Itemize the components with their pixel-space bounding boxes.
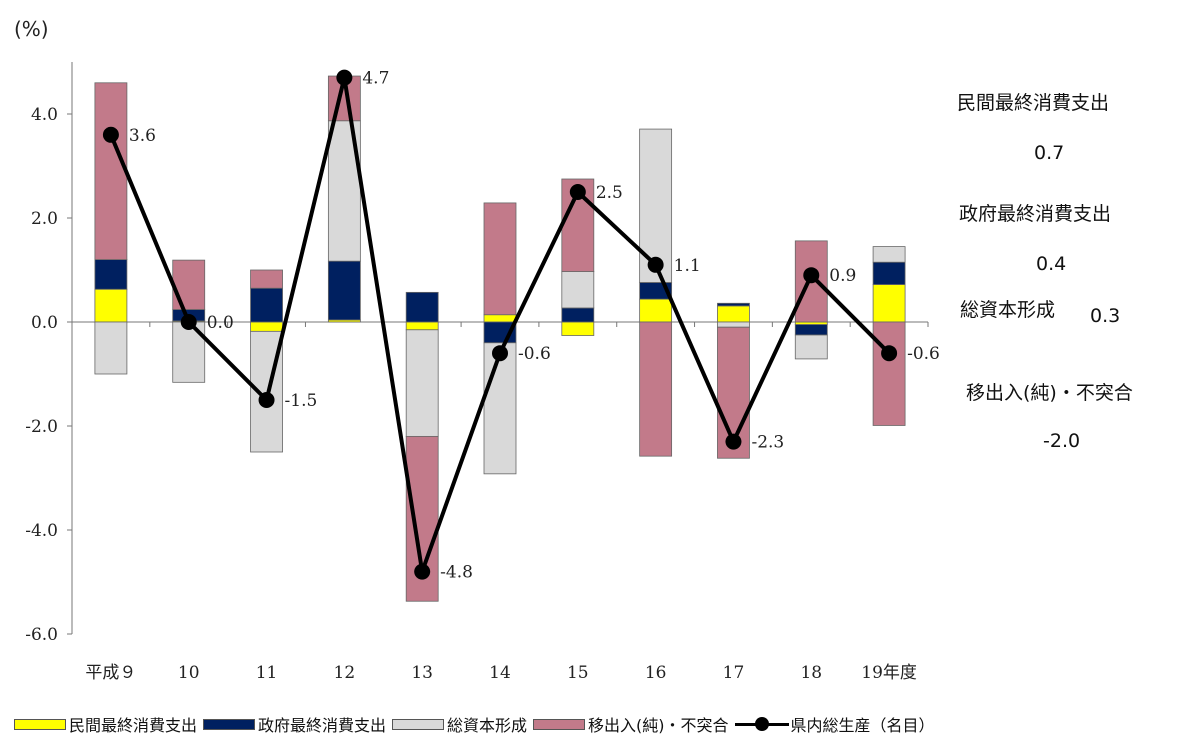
- annotation-title-private-consumption: 民間最終消費支出: [957, 92, 1110, 114]
- x-tick-label: 14: [489, 663, 511, 683]
- gdp-data-label: -0.6: [518, 344, 551, 364]
- bar-government-consumption: [405, 291, 439, 323]
- legend-swatch: [14, 718, 66, 730]
- y-tick-label: 2.0: [31, 209, 58, 229]
- legend-label: 移出入(純)・不突合: [588, 716, 729, 735]
- bar-private-consumption: [94, 288, 128, 323]
- bar-government-consumption: [717, 302, 750, 307]
- annotation-title-net-exports: 移出入(純)・不突合: [966, 382, 1133, 404]
- bar-net-exports: [250, 269, 283, 289]
- x-tick-label: 10: [178, 663, 200, 683]
- annotation-value-capital-formation: 0.3: [1090, 305, 1121, 327]
- gdp-point: [569, 184, 586, 200]
- gdp-data-label: 2.5: [596, 183, 623, 203]
- x-tick-label: 16: [645, 663, 667, 683]
- bar-net-exports: [94, 82, 128, 261]
- bar-net-exports: [172, 259, 206, 310]
- annotation-value-net-exports: -2.0: [1043, 430, 1081, 452]
- gdp-data-label: 4.7: [362, 69, 389, 89]
- legend-label: 民間最終消費支出: [69, 716, 198, 735]
- gdp-data-label: 1.1: [674, 256, 701, 276]
- gdp-data-label: -2.3: [751, 433, 784, 453]
- legend-item-net-exports: 移出入(純)・不突合: [533, 712, 729, 736]
- chart: (%) 4.0 2.0 0.0 -2.0 -4.0 -6.0 平成９ 10 11 12 13 14 15…: [14, 17, 940, 683]
- legend: 民間最終消費支出 政府最終消費支出 総資本形成 移出入(純)・不突合 県内総生産…: [14, 711, 941, 737]
- y-tick-label: -2.0: [25, 417, 58, 437]
- bar-net-exports: [483, 202, 517, 316]
- gdp-point: [258, 392, 275, 408]
- legend-label: 県内総生産（名目）: [790, 716, 935, 735]
- legend-swatch: [392, 718, 445, 730]
- bar-capital-formation: [794, 334, 828, 360]
- bar-net-exports: [872, 321, 906, 426]
- bar-government-consumption: [250, 287, 283, 323]
- y-tick-label: -6.0: [25, 625, 58, 645]
- annotation-title-capital-formation: 総資本形成: [960, 299, 1056, 321]
- bar-government-consumption: [327, 260, 361, 321]
- x-tick-label: 11: [256, 663, 278, 683]
- bars: [94, 75, 906, 602]
- unit-label: (%): [14, 17, 49, 41]
- legend-label: 総資本形成: [447, 716, 528, 735]
- bar-government-consumption: [794, 324, 828, 336]
- gdp-point: [102, 126, 119, 143]
- legend-item-private-consumption: 民間最終消費支出: [14, 712, 197, 736]
- legend-item-government-consumption: 政府最終消費支出: [203, 712, 386, 736]
- gdp-point: [803, 267, 820, 284]
- gdp-data-label: 3.6: [129, 126, 156, 146]
- y-tick-label: 4.0: [31, 105, 58, 125]
- x-tick-label: 18: [800, 663, 822, 683]
- y-tick-label: 0.0: [31, 313, 58, 333]
- gdp-data-label: -1.5: [285, 391, 318, 411]
- bar-private-consumption: [561, 321, 595, 336]
- x-tick-label: 15: [567, 663, 589, 683]
- x-tick-label: 12: [334, 663, 356, 683]
- gdp-data-label: 0.0: [207, 313, 234, 333]
- axes: 4.0 2.0 0.0 -2.0 -4.0 -6.0 平成９ 10 11 12 13 14 15 16 17…: [25, 62, 929, 683]
- bar-private-consumption: [405, 321, 439, 331]
- gdp-point: [881, 345, 898, 362]
- gdp-line: 3.6 0.0 -1.5 4.7 -4.8 -0.6 2.5 1.1 -2.3 0.9 -0.6: [102, 69, 940, 583]
- gdp-point: [414, 563, 431, 580]
- x-tick-label: 平成９: [85, 663, 136, 683]
- bar-private-consumption: [872, 284, 906, 323]
- bar-capital-formation: [94, 321, 128, 375]
- annotation-value-private-consumption: 0.7: [1034, 142, 1065, 164]
- annotation-value-government-consumption: 0.4: [1036, 253, 1067, 275]
- gdp-point: [492, 345, 508, 362]
- x-tick-label: 17: [723, 663, 745, 683]
- bar-capital-formation: [483, 342, 517, 475]
- bar-private-consumption: [483, 314, 517, 323]
- legend-line-marker: [734, 717, 789, 731]
- gdp-point: [336, 69, 353, 86]
- gdp-point: [180, 314, 197, 330]
- bar-net-exports: [639, 321, 673, 457]
- gdp-point: [647, 256, 664, 273]
- legend-swatch: [203, 718, 256, 730]
- gdp-data-label: 0.9: [829, 266, 856, 286]
- bar-government-consumption: [561, 307, 595, 323]
- bar-private-consumption: [639, 298, 673, 323]
- legend-label: 政府最終消費支出: [258, 716, 387, 735]
- bar-private-consumption: [717, 305, 750, 323]
- annotation-title-government-consumption: 政府最終消費支出: [959, 203, 1112, 225]
- bar-capital-formation: [717, 321, 750, 328]
- gdp-data-label: -0.6: [907, 344, 940, 364]
- bar-government-consumption: [872, 261, 906, 285]
- legend-swatch: [533, 718, 586, 730]
- bar-private-consumption: [250, 321, 283, 332]
- bar-capital-formation: [405, 329, 439, 437]
- x-tick-label: 13: [411, 663, 433, 683]
- bar-government-consumption: [94, 259, 128, 290]
- gdp-data-label: -4.8: [440, 563, 473, 583]
- legend-item-capital-formation: 総資本形成: [392, 712, 527, 736]
- gdp-point: [725, 433, 742, 450]
- y-tick-label: -4.0: [25, 521, 58, 541]
- bar-net-exports: [405, 435, 439, 602]
- bar-capital-formation: [872, 246, 906, 263]
- bar-capital-formation: [561, 271, 595, 309]
- x-tick-label: 19年度: [861, 663, 917, 683]
- legend-item-gdp: 県内総生産（名目）: [734, 712, 935, 736]
